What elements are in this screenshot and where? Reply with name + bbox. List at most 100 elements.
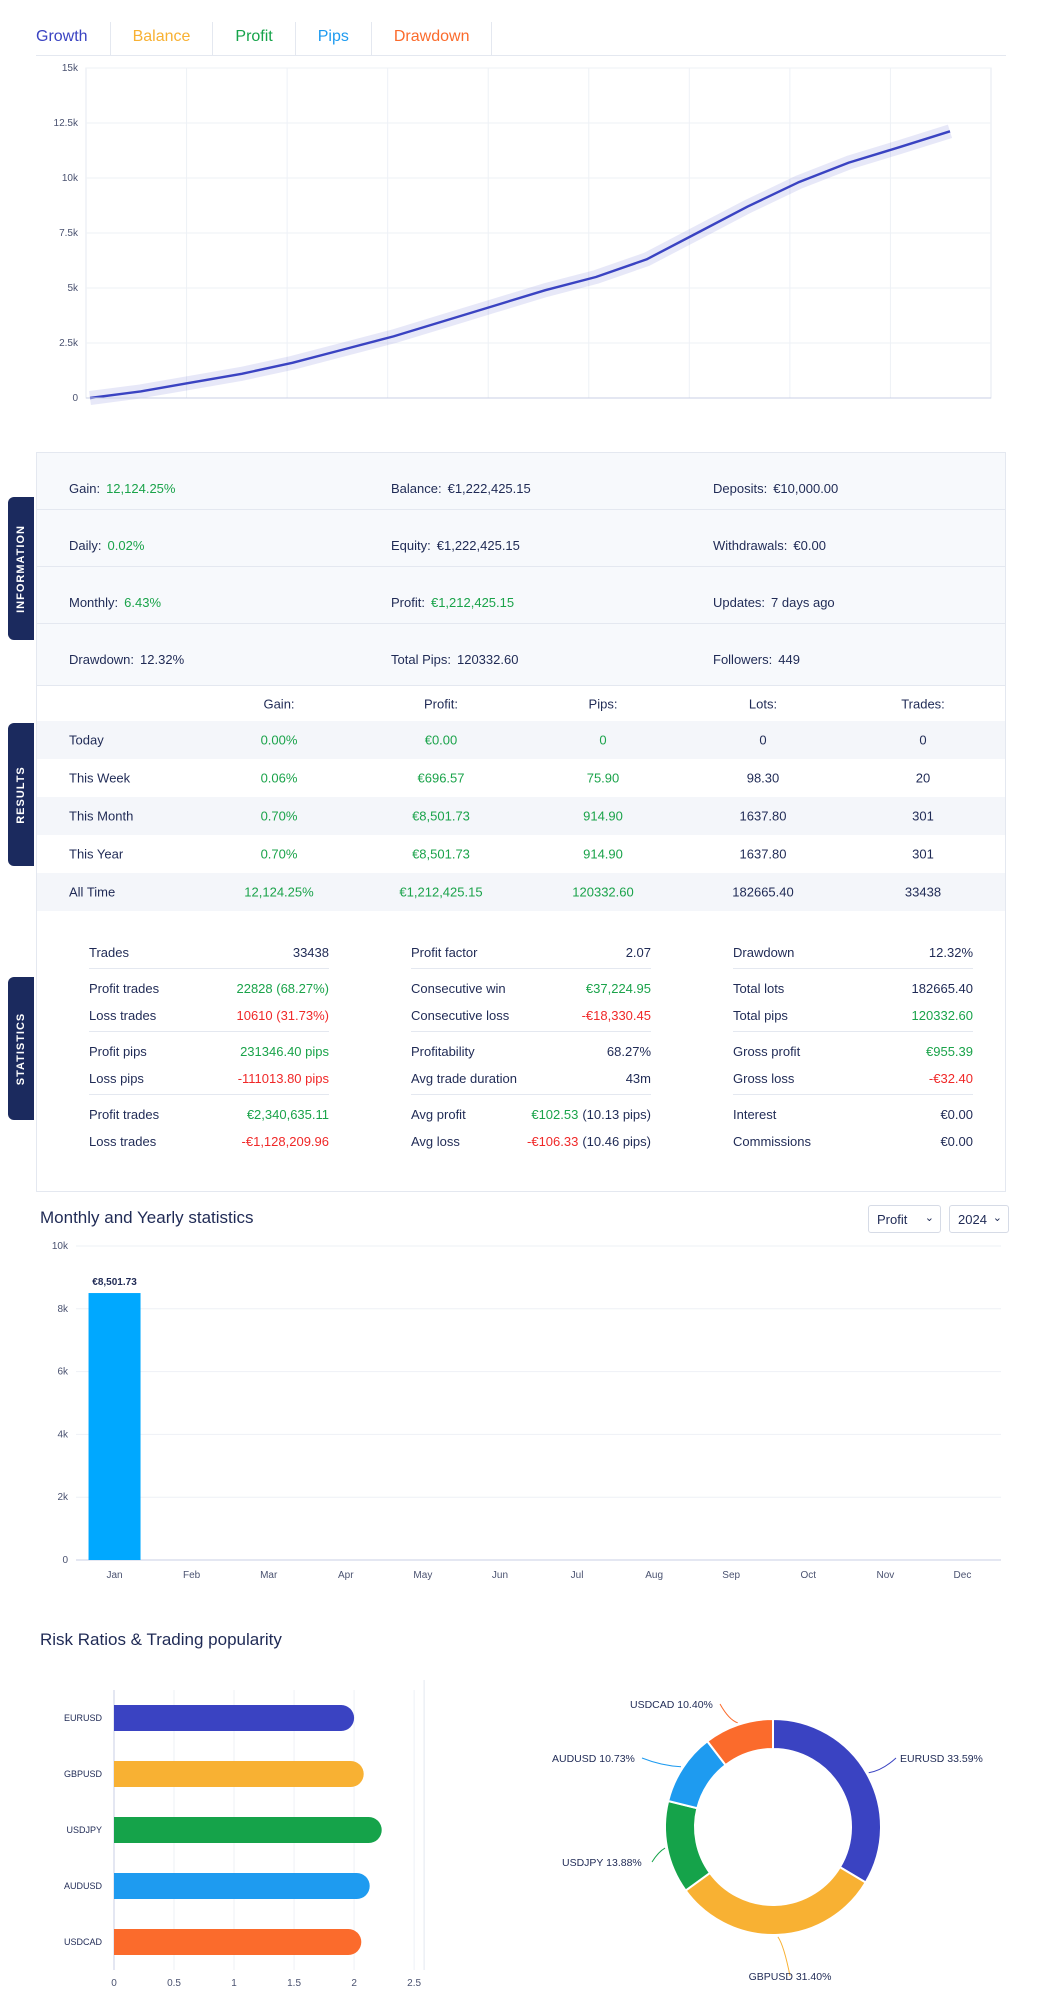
- year-select[interactable]: 2024 ⌄: [949, 1205, 1009, 1233]
- y-tick-label: 0: [62, 1555, 68, 1566]
- stat-column: Profit factor 2.07 Consecutive win €37,224.…: [411, 939, 651, 1155]
- results-profit: €8,501.73: [412, 846, 470, 862]
- info-label: Withdrawals:: [713, 538, 788, 553]
- results-row: Today 0.00% €0.00 0 0 0: [37, 721, 1005, 759]
- stat-value: -€106.33: [527, 1134, 579, 1149]
- results-column-header: Profit:: [424, 696, 458, 711]
- stat-value-wrap: €37,224.95: [586, 981, 651, 996]
- results-trades: 20: [915, 770, 931, 786]
- x-tick-label: Aug: [645, 1570, 663, 1581]
- results-lots: 0: [759, 732, 767, 748]
- information-section: Gain: 12,124.25% Balance: €1,222,425.15 Depo…: [37, 453, 1005, 685]
- info-label: Drawdown:: [69, 652, 135, 667]
- stat-label: Interest: [733, 1107, 777, 1122]
- results-gain: 0.00%: [260, 732, 298, 748]
- stat-label: Trades: [89, 945, 129, 960]
- results-column-header: Trades:: [901, 696, 945, 711]
- stat-column: Drawdown 12.32% Total lots 182665.40 Total p…: [733, 939, 973, 1155]
- risk-ratio-chart: 0 0.5 1 1.5 2 2.5 EURUSD GBPUSD USDJPY AUDUSD USDC…: [64, 1680, 425, 1989]
- stat-value-wrap: -€18,330.45: [582, 1008, 651, 1023]
- stat-value: 22828 (68.27%): [236, 981, 329, 996]
- risk-bar: [114, 1817, 382, 1843]
- info-value: 449: [778, 652, 800, 667]
- tab-drawdown[interactable]: Drawdown: [394, 22, 493, 56]
- results-pips: 75.90: [586, 770, 620, 786]
- stat-value-wrap: 120332.60: [912, 1008, 973, 1023]
- info-value: 7 days ago: [771, 595, 835, 610]
- chevron-down-icon: ⌄: [924, 1212, 934, 1224]
- stat-value: €102.53: [531, 1107, 579, 1122]
- stat-line: Commissions €0.00: [733, 1128, 973, 1155]
- stat-line: Profit trades 22828 (68.27%): [89, 975, 329, 1002]
- x-tick-label: 2.5: [407, 1978, 421, 1989]
- monthly-chart: 0 2k 4k 6k 8k 10k Jan €8,501.73 Feb Mar Apr May Jun J…: [52, 1241, 1001, 1581]
- stat-extra: (10.46 pips): [582, 1134, 651, 1149]
- tab-balance[interactable]: Balance: [133, 22, 214, 56]
- y-tick-label: 0: [72, 393, 78, 404]
- stat-label: Profit trades: [89, 1107, 160, 1122]
- info-cell: Total Pips: 120332.60: [391, 652, 518, 667]
- x-tick-label: 2: [351, 1978, 357, 1989]
- results-row: This Year 0.70% €8,501.73 914.90 1637.80 301: [37, 835, 1005, 873]
- info-cell: Profit: €1,212,425.15: [391, 595, 514, 610]
- info-value: €1,222,425.15: [447, 481, 531, 496]
- stat-line: Profit factor 2.07: [411, 939, 651, 966]
- popularity-donut-chart: EURUSD 33.59% GBPUSD 31.40% USDJPY 13.88% A…: [552, 1699, 983, 1983]
- stat-value-wrap: €0.00: [940, 1107, 973, 1122]
- donut-label: AUDUSD 10.73%: [552, 1753, 635, 1765]
- x-tick-label: Jun: [492, 1570, 508, 1581]
- donut-slice: [772, 1717, 882, 1884]
- x-tick-label: 1: [231, 1978, 237, 1989]
- risk-bar: [114, 1761, 364, 1787]
- y-tick-label: 10k: [52, 1241, 69, 1252]
- results-lots: 182665.40: [732, 884, 794, 900]
- results-row: All Time 12,124.25% €1,212,425.15 120332.60…: [37, 873, 1005, 911]
- x-tick-label: May: [413, 1570, 432, 1581]
- results-column-header: Lots:: [748, 696, 778, 711]
- x-tick-label: 0: [111, 1978, 117, 1989]
- stat-divider: [89, 968, 329, 969]
- y-tick-label: 5k: [67, 283, 79, 294]
- x-tick-label: Sep: [722, 1570, 740, 1581]
- stat-value: -€1,128,209.96: [241, 1134, 329, 1149]
- stat-value-wrap: €955.39: [926, 1044, 973, 1059]
- risk-bar-base: [114, 1873, 128, 1899]
- stat-label: Loss trades: [89, 1134, 157, 1149]
- tab-profit[interactable]: Profit: [235, 22, 296, 56]
- stat-line: Avg trade duration 43m: [411, 1065, 651, 1092]
- risk-bar: [114, 1929, 362, 1955]
- info-value: €10,000.00: [773, 481, 839, 496]
- results-period: This Month: [69, 808, 134, 824]
- stat-divider: [89, 1031, 329, 1032]
- stat-value: -111013.80 pips: [237, 1071, 329, 1086]
- account-panel: Gain: 12,124.25% Balance: €1,222,425.15 Depo…: [36, 452, 1006, 1192]
- results-gain: 0.70%: [260, 846, 298, 862]
- stat-label: Drawdown: [733, 945, 795, 960]
- x-tick-label: Nov: [876, 1570, 894, 1581]
- results-trades: 0: [919, 732, 927, 748]
- tab-growth[interactable]: Growth: [36, 22, 111, 56]
- stat-value-wrap: 2.07: [626, 945, 651, 960]
- y-tick-label: 10k: [62, 173, 79, 184]
- results-gain: 0.70%: [260, 808, 298, 824]
- stat-value-wrap: 43m: [626, 1071, 651, 1086]
- stat-value: €0.00: [940, 1107, 973, 1122]
- results-row: This Week 0.06% €696.57 75.90 98.30 20: [37, 759, 1005, 797]
- tab-pips[interactable]: Pips: [318, 22, 372, 56]
- info-cell: Updates: 7 days ago: [713, 595, 835, 610]
- results-period: Today: [69, 732, 104, 748]
- info-label: Monthly:: [69, 595, 119, 610]
- y-tick-label: 6k: [57, 1367, 69, 1378]
- stat-divider: [411, 1031, 651, 1032]
- x-tick-label: Jan: [106, 1570, 122, 1581]
- metric-select[interactable]: Profit ⌄: [868, 1205, 941, 1233]
- stat-line: Loss trades 10610 (31.73%): [89, 1002, 329, 1029]
- stat-line: Loss trades -€1,128,209.96: [89, 1128, 329, 1155]
- stat-value: €2,340,635.11: [246, 1107, 329, 1122]
- info-cell: Equity: €1,222,425.15: [391, 538, 520, 553]
- info-value: 0.02%: [107, 538, 145, 553]
- y-tick-label: AUDUSD: [64, 1881, 103, 1891]
- stat-line: Consecutive loss -€18,330.45: [411, 1002, 651, 1029]
- results-profit: €8,501.73: [412, 808, 470, 824]
- results-row: This Month 0.70% €8,501.73 914.90 1637.80 301: [37, 797, 1005, 835]
